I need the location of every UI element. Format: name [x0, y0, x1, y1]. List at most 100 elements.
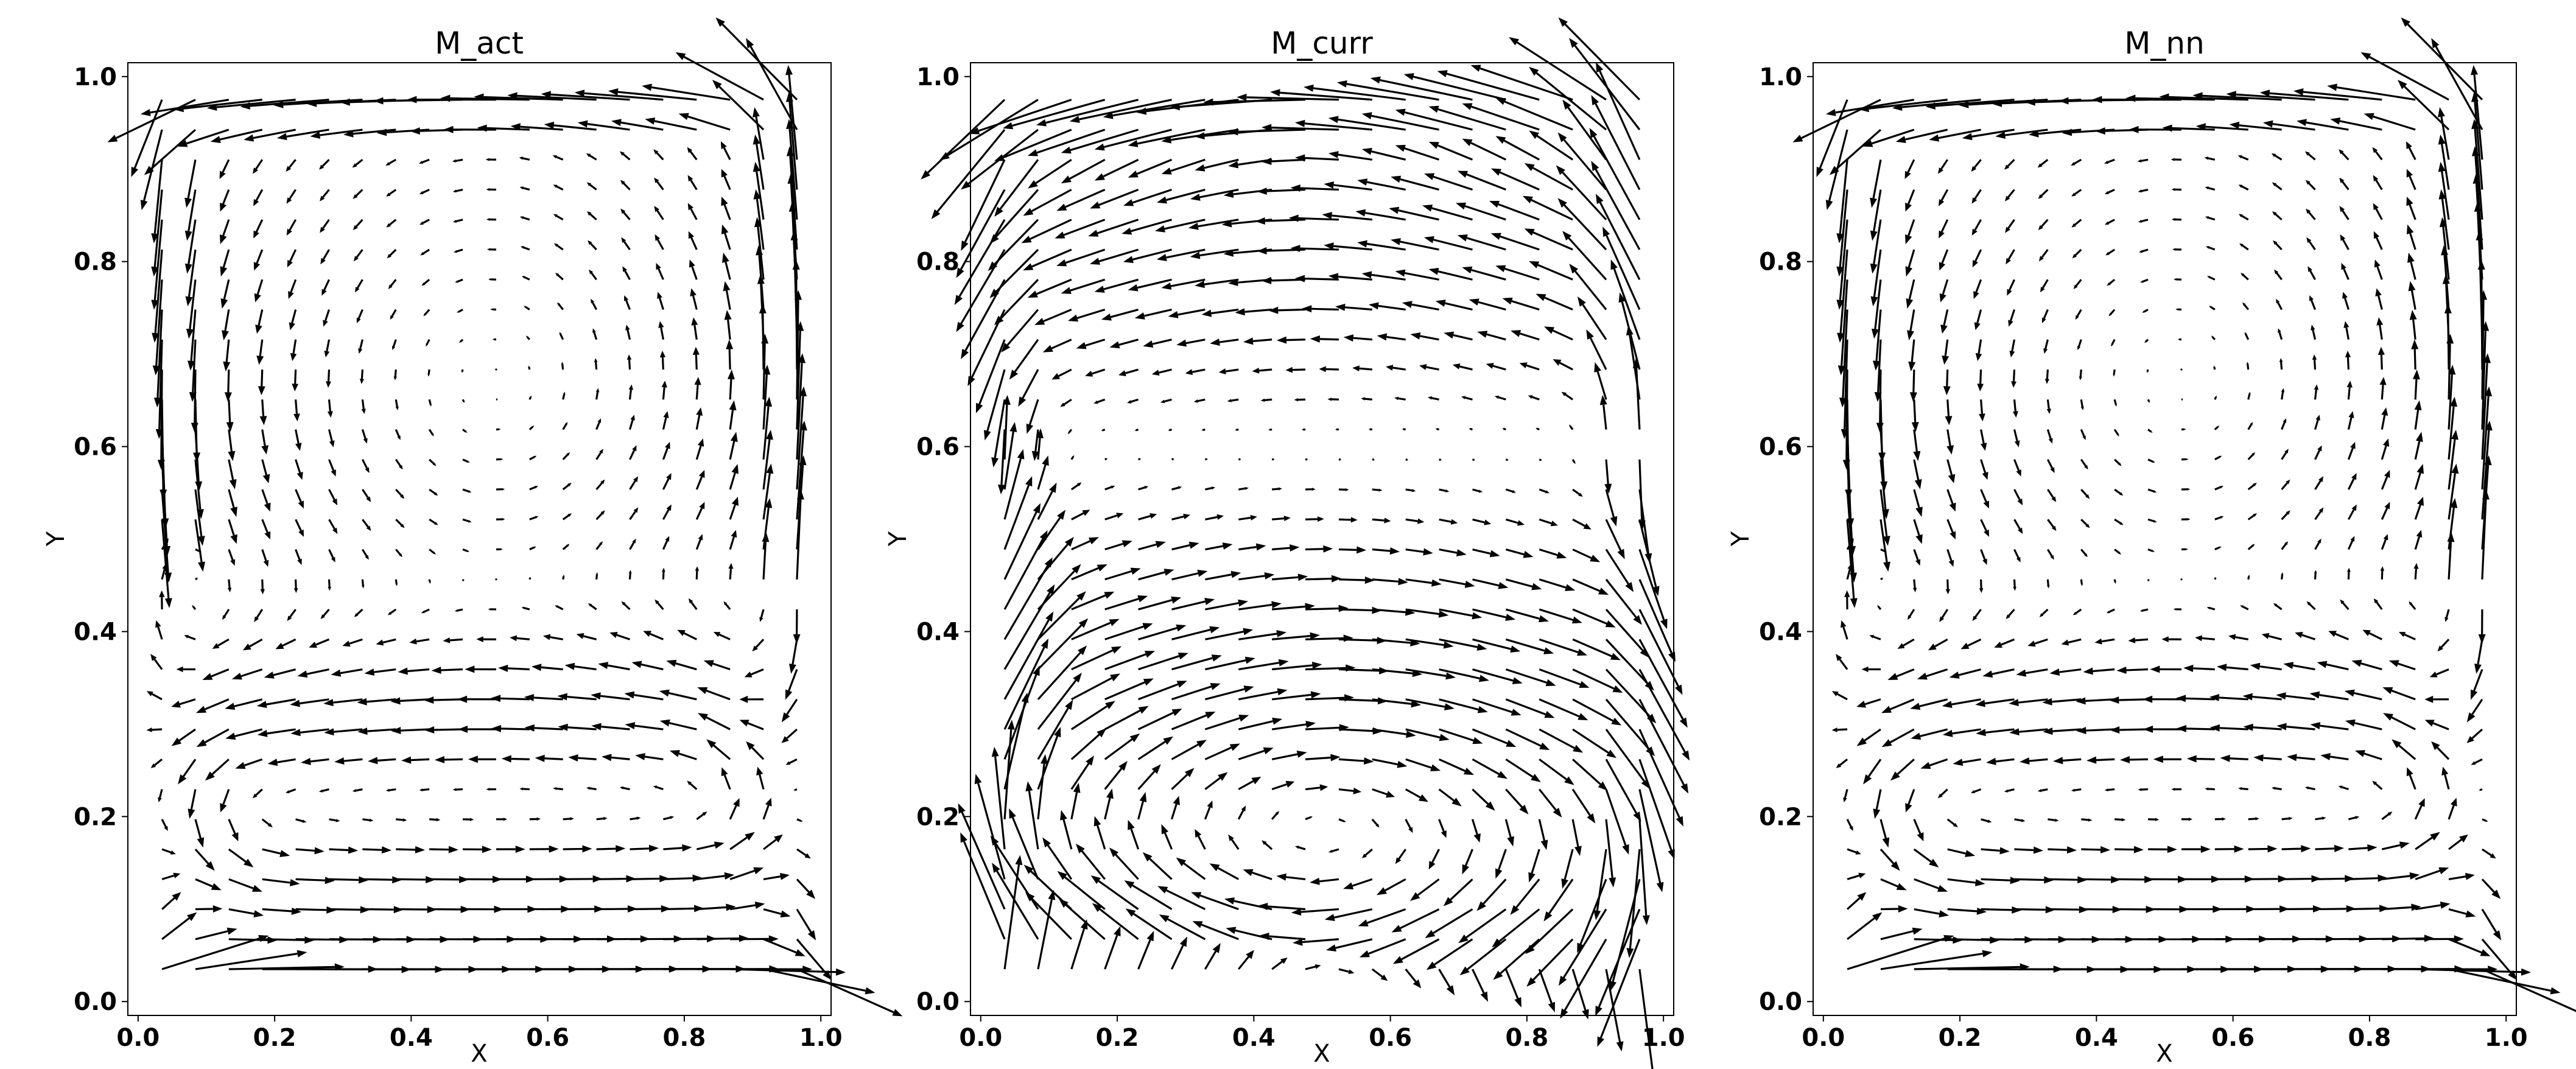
vector-arrow	[222, 609, 230, 620]
vector-arrow	[253, 249, 264, 271]
vector-arrow	[224, 369, 232, 402]
vector-arrow	[1861, 666, 1881, 673]
vector-arrow	[2415, 968, 2532, 976]
vector-arrow	[1405, 728, 1450, 741]
vector-arrow	[253, 159, 264, 174]
y-tick-label: 0.4	[1759, 618, 1802, 646]
vector-arrow	[486, 188, 496, 191]
vector-arrow	[1088, 219, 1139, 237]
vector-arrow	[1535, 427, 1540, 431]
vector-arrow	[1092, 903, 1139, 941]
vector-arrow	[2360, 52, 2449, 101]
x-axis-ticks: 0.0 0.2 0.4 0.6 0.8 1.0	[1802, 1024, 2527, 1052]
vector-arrow	[2382, 903, 2421, 911]
vector-arrow	[2373, 598, 2383, 610]
vector-arrow	[1272, 458, 1275, 461]
vector-arrow	[1161, 824, 1173, 850]
vector-arrow	[1511, 330, 1540, 341]
vector-arrow	[1403, 73, 1506, 101]
vector-arrow	[259, 399, 267, 426]
vector-arrow	[1205, 570, 1241, 581]
vector-arrow	[310, 128, 363, 139]
vector-arrow	[662, 567, 665, 580]
vector-arrow	[1294, 398, 1306, 402]
vector-arrow	[1539, 549, 1567, 559]
vector-arrow	[189, 339, 197, 402]
vector-arrow	[496, 517, 505, 521]
vector-arrow	[662, 441, 670, 460]
vector-arrow	[1355, 209, 1406, 221]
vector-arrow	[1863, 759, 1882, 785]
vector-arrow	[1920, 758, 1948, 769]
vector-arrow	[1128, 278, 1172, 292]
vector-arrow	[1597, 939, 1641, 1047]
vector-arrow	[462, 429, 468, 433]
vector-arrow	[1975, 698, 2015, 707]
vector-arrow	[1389, 206, 1439, 221]
vector-arrow	[496, 458, 504, 461]
vector-arrow	[1085, 368, 1106, 377]
vector-arrow	[1338, 576, 1375, 584]
vector-arrow	[1831, 727, 1848, 732]
vector-arrow	[290, 698, 329, 707]
vector-arrow	[286, 219, 297, 236]
vector-arrow	[2147, 488, 2157, 493]
vector-arrow	[2314, 384, 2319, 400]
vector-arrow	[2080, 399, 2084, 410]
vector-arrow	[1260, 398, 1272, 402]
vector-arrow	[393, 369, 397, 380]
vector-arrow	[1946, 549, 1954, 567]
vector-arrow	[2351, 659, 2382, 671]
vector-arrow	[1161, 278, 1206, 290]
x-tick-label: 0.0	[959, 1024, 1002, 1052]
vector-arrow	[1305, 516, 1324, 522]
vector-arrow	[1071, 619, 1120, 640]
vector-arrow	[542, 634, 563, 640]
vector-arrow	[493, 338, 497, 341]
vector-arrow	[1168, 308, 1206, 318]
vector-arrow	[152, 249, 163, 343]
vector-arrow	[2080, 429, 2086, 440]
y-tick-label: 0.8	[1759, 248, 1802, 276]
vector-arrow	[703, 660, 731, 671]
vector-arrow	[1168, 428, 1172, 432]
vector-arrow	[1227, 398, 1239, 402]
vector-arrow	[2448, 396, 2458, 460]
vector-arrow	[2077, 339, 2082, 351]
vector-arrow	[421, 608, 430, 614]
vector-arrow	[1009, 338, 1039, 380]
vector-arrow	[2243, 723, 2282, 731]
vector-arrow	[763, 834, 783, 850]
vector-arrow	[1271, 720, 1316, 731]
vector-arrow	[2482, 818, 2488, 822]
vector-arrow	[253, 189, 264, 206]
vector-arrow	[2253, 754, 2282, 762]
vector-arrow	[2013, 549, 2021, 563]
vector-arrow	[1070, 755, 1094, 790]
vector-arrow	[353, 189, 363, 199]
vector-arrow	[262, 907, 302, 915]
vector-arrow	[2341, 262, 2350, 280]
vector-arrow	[2213, 365, 2216, 370]
vector-arrow	[2027, 638, 2048, 647]
vector-arrow	[295, 459, 303, 480]
vector-arrow	[1439, 488, 1450, 492]
vector-arrow	[785, 65, 798, 160]
vector-arrow	[1305, 488, 1316, 491]
vector-arrow	[1869, 635, 1881, 640]
vector-arrow	[2414, 432, 2423, 460]
vector-arrow	[2226, 91, 2315, 101]
vector-arrow	[1571, 969, 1589, 1020]
vector-arrow	[1458, 908, 1507, 944]
vector-arrow	[1942, 728, 1981, 737]
vector-arrow	[2392, 739, 2416, 760]
vector-arrow	[151, 189, 163, 277]
vector-arrow	[2080, 458, 2088, 470]
vector-arrow	[1394, 396, 1406, 401]
vector-arrow	[1003, 449, 1025, 520]
vector-arrow	[395, 579, 398, 586]
vector-arrow	[2178, 338, 2182, 341]
vector-arrow	[2214, 426, 2220, 430]
vector-arrow	[1205, 656, 1255, 671]
vector-arrow	[1595, 194, 1641, 281]
